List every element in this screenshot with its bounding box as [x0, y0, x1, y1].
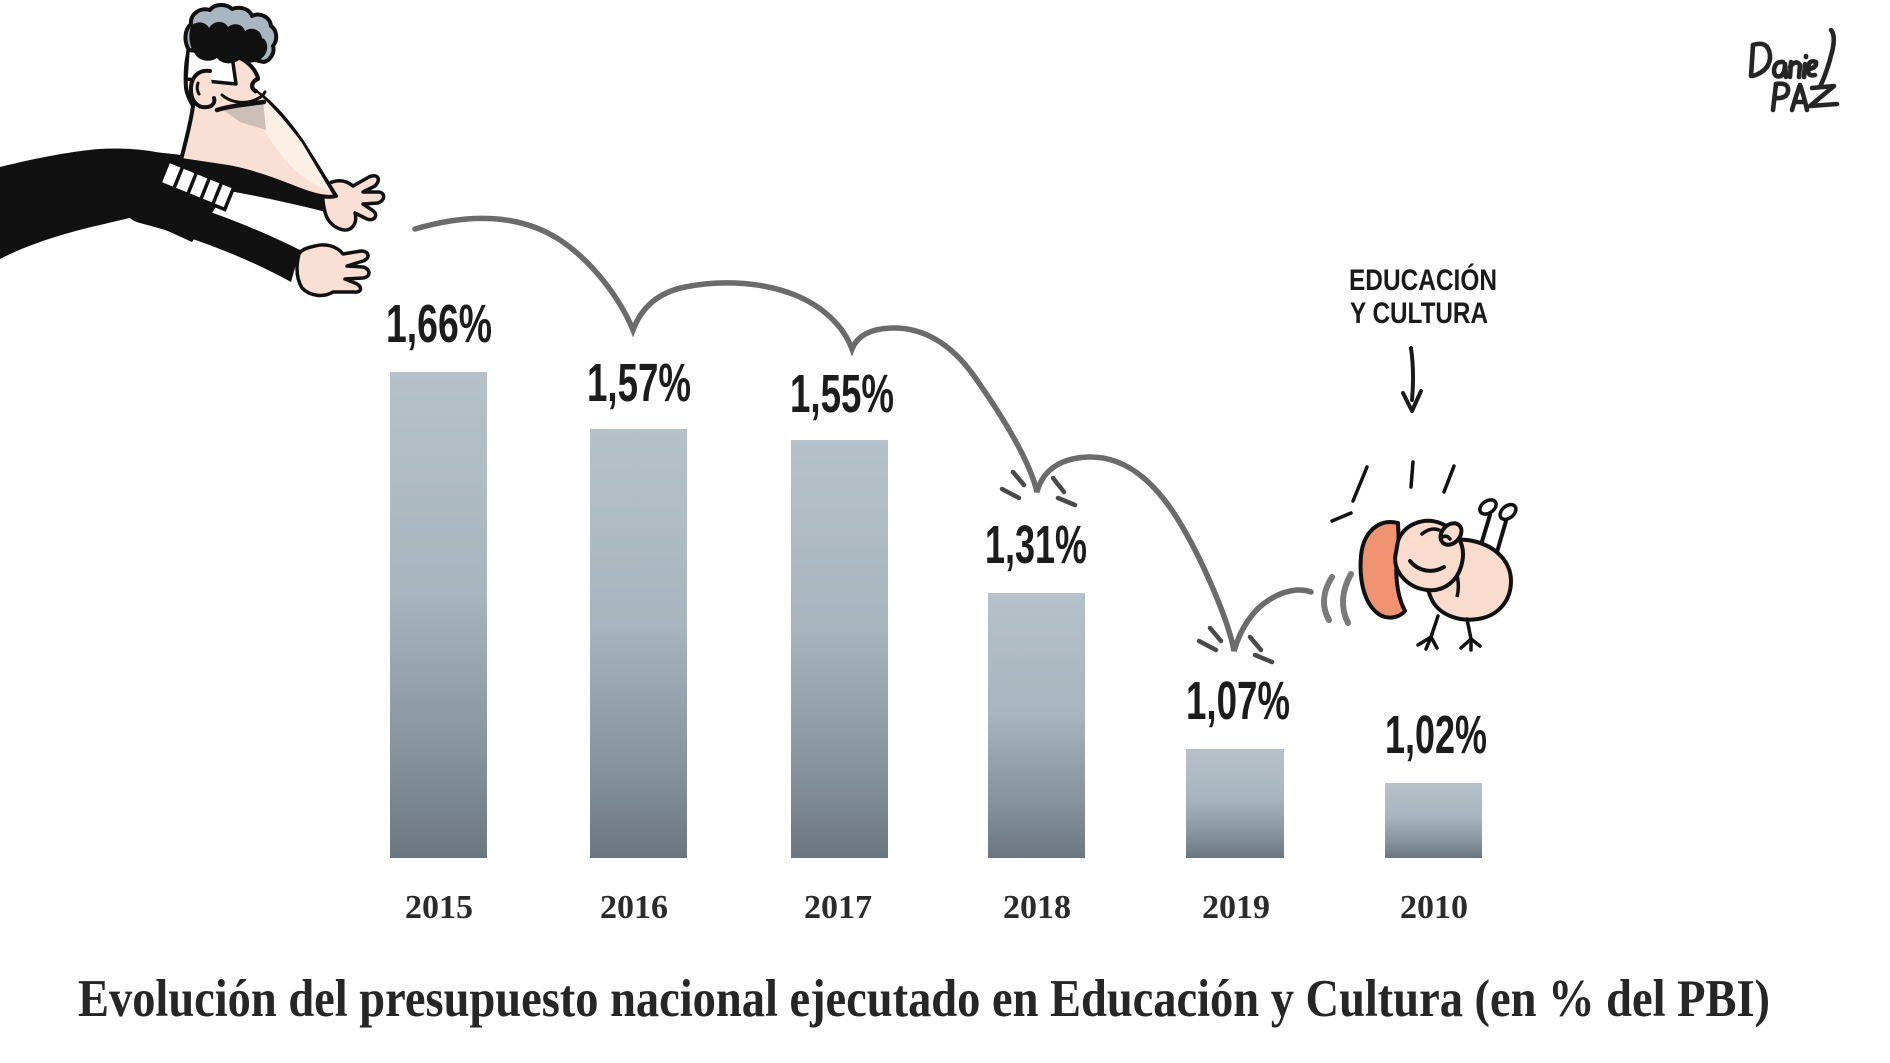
svg-text:2019: 2019: [1202, 889, 1270, 926]
svg-text:1,66%: 1,66%: [386, 294, 492, 354]
svg-text:1,02%: 1,02%: [1385, 705, 1487, 765]
svg-text:2010: 2010: [1400, 889, 1468, 926]
svg-text:1,57%: 1,57%: [587, 353, 691, 413]
svg-text:2016: 2016: [600, 889, 668, 926]
svg-text:Y CULTURA: Y CULTURA: [1350, 297, 1488, 330]
svg-text:2015: 2015: [405, 889, 473, 926]
svg-text:EDUCACIÓN: EDUCACIÓN: [1349, 263, 1497, 297]
svg-text:Evolución del presupuesto naci: Evolución del presupuesto nacional ejecu…: [78, 970, 1770, 1028]
svg-text:1,31%: 1,31%: [985, 515, 1087, 575]
svg-text:2018: 2018: [1003, 889, 1071, 926]
svg-text:1,55%: 1,55%: [790, 364, 894, 424]
svg-text:2017: 2017: [804, 889, 872, 926]
svg-text:1,07%: 1,07%: [1186, 671, 1290, 731]
